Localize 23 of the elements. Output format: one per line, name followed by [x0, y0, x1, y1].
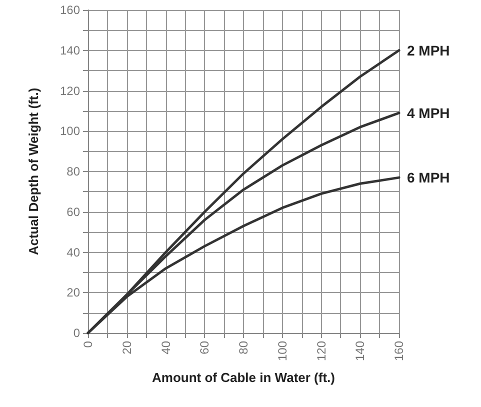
x-tick-label: 160 — [392, 340, 406, 362]
y-tick-label: 0 — [73, 326, 80, 340]
y-tick-label: 100 — [60, 124, 80, 138]
y-tick-label: 160 — [60, 3, 80, 17]
series-label: 6 MPH — [407, 170, 450, 186]
x-axis-title: Amount of Cable in Water (ft.) — [152, 370, 335, 385]
x-tick-label: 100 — [275, 340, 290, 362]
series-label: 4 MPH — [407, 104, 450, 121]
y-tick-label: 40 — [66, 245, 80, 260]
y-axis-title: Actual Depth of Weight (ft.) — [26, 88, 41, 256]
y-tick-label: 20 — [66, 286, 80, 300]
x-tick-label: 40 — [158, 340, 173, 354]
y-tick-label: 120 — [60, 84, 80, 98]
series-label: 2 MPH — [407, 42, 450, 58]
y-tick-label: 80 — [66, 164, 80, 178]
y-tick-label: 140 — [60, 43, 80, 58]
y-tick-label: 60 — [66, 204, 80, 219]
x-tick-label: 20 — [120, 340, 134, 354]
x-tick-label: 140 — [353, 340, 368, 362]
x-tick-label: 60 — [198, 340, 212, 354]
x-tick-label: 0 — [81, 340, 95, 348]
x-tick-label: 80 — [236, 340, 250, 354]
x-tick-label: 120 — [314, 340, 328, 362]
